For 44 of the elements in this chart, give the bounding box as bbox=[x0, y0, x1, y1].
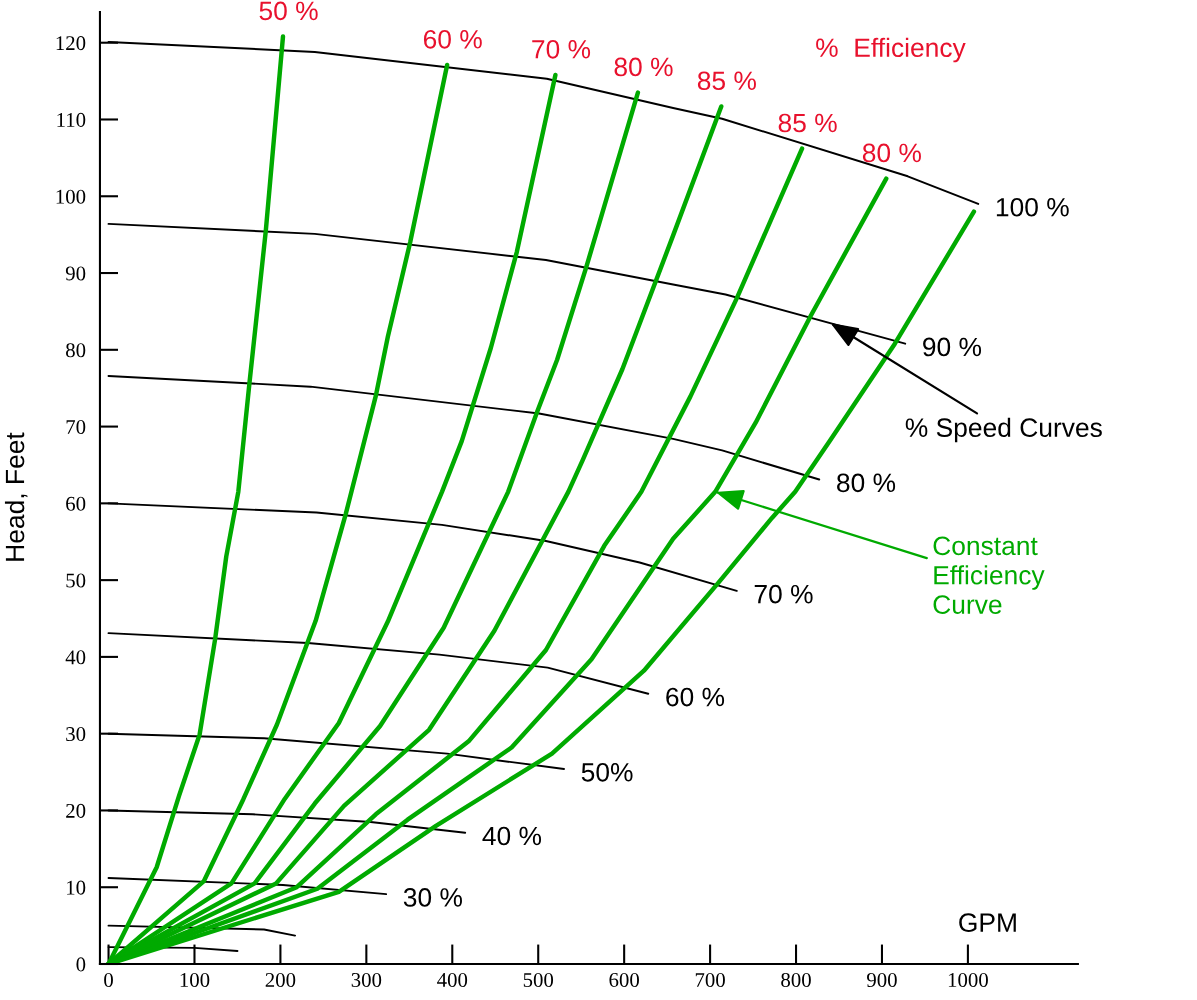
x-tick-label: 0 bbox=[104, 972, 113, 987]
y-tick-label: 60 bbox=[66, 496, 86, 511]
series-label: 50% bbox=[581, 762, 633, 782]
series-label: 50 % bbox=[259, 1, 318, 21]
series-label: 60 % bbox=[666, 687, 725, 707]
y-tick-label: 120 bbox=[56, 36, 86, 51]
x-tick-label: 200 bbox=[265, 972, 296, 987]
series-label: 80 % bbox=[862, 143, 921, 163]
x-tick-label: 600 bbox=[609, 972, 639, 987]
y-tick-label: 70 bbox=[66, 419, 86, 435]
annotation: Constant Efficiency Curve bbox=[933, 536, 1045, 614]
x-tick-label: 100 bbox=[180, 972, 210, 987]
x-tick-label: 900 bbox=[867, 972, 897, 987]
x-tick-label: 700 bbox=[695, 972, 725, 987]
series-label: 30 % bbox=[403, 888, 462, 907]
y-tick-label: 90 bbox=[65, 266, 86, 281]
y-tick-label: 30 bbox=[66, 727, 86, 742]
y-tick-label: 50 bbox=[66, 573, 86, 588]
series-label: 40 % bbox=[482, 826, 542, 846]
x-tick-label: 400 bbox=[437, 972, 468, 987]
annotation: % Efficiency bbox=[816, 37, 966, 63]
y-tick-label: 20 bbox=[66, 803, 86, 818]
series-label: 100 % bbox=[996, 197, 1069, 217]
y-tick-label: 80 bbox=[66, 343, 86, 358]
x-tick-label: 1000 bbox=[948, 972, 988, 987]
y-tick-label: 40 bbox=[65, 650, 86, 665]
series-label: 80 % bbox=[837, 473, 896, 493]
x-tick-label: 800 bbox=[781, 972, 811, 987]
series-label: 60 % bbox=[423, 29, 482, 49]
y-tick-label: 0 bbox=[76, 957, 86, 972]
series-label: 85 % bbox=[778, 113, 837, 133]
x-tick-label: 300 bbox=[351, 972, 382, 987]
y-tick-label: 10 bbox=[67, 880, 86, 895]
series-label: 70 % bbox=[754, 584, 813, 604]
series-label: 70 % bbox=[532, 39, 591, 59]
series-label: 85 % bbox=[697, 71, 756, 91]
series-label: 80 % bbox=[614, 57, 673, 77]
y-tick-label: 110 bbox=[57, 112, 86, 127]
annotation: % Speed Curves bbox=[905, 417, 1102, 443]
y-tick-label: 100 bbox=[56, 189, 86, 204]
series-label: 90 % bbox=[923, 337, 982, 357]
x-tick-label: 500 bbox=[523, 972, 554, 987]
x-axis-title: GPM bbox=[959, 913, 1016, 932]
y-axis-title: Head, Feet bbox=[4, 432, 28, 561]
